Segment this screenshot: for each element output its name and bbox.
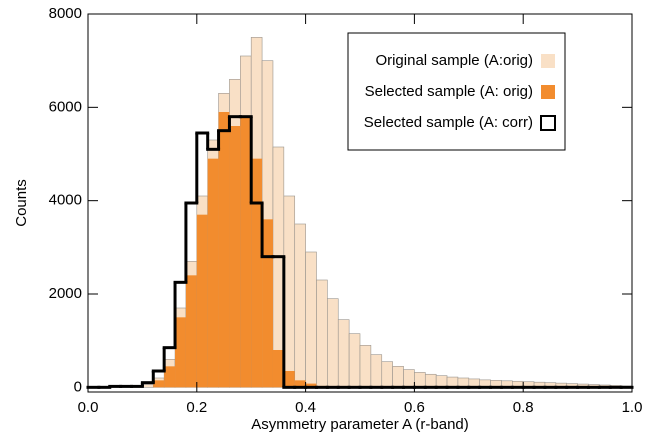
x-tick-label: 0.2 [186, 399, 207, 416]
histogram-bar [337, 319, 350, 388]
histogram-bar [185, 275, 197, 388]
x-tick-label: 0.0 [78, 399, 99, 416]
histogram-bar [175, 317, 186, 388]
histogram-bar [272, 350, 284, 388]
histogram-bar [142, 384, 154, 388]
histogram-bar [446, 376, 459, 388]
histogram-bar [164, 366, 176, 388]
y-tick-label: 2000 [49, 285, 82, 302]
legend-label: Selected sample (A: corr) [364, 114, 533, 131]
histogram-bar [435, 375, 448, 388]
histogram-bar [207, 158, 219, 388]
histogram-bar [229, 126, 241, 388]
histogram-bar [283, 371, 295, 388]
histogram-bar [251, 158, 263, 388]
legend-swatch [541, 85, 555, 99]
histogram-bar [414, 372, 426, 388]
y-tick-label: 0 [74, 378, 82, 395]
x-tick-label: 0.4 [295, 399, 316, 416]
legend-box [347, 32, 566, 151]
x-tick-label: 0.6 [404, 399, 425, 416]
histogram-bar [403, 369, 415, 388]
histogram-bar [262, 219, 273, 388]
plot-frame [87, 13, 633, 393]
x-axis-label: Asymmetry parameter A (r-band) [251, 416, 469, 433]
y-tick-label: 8000 [49, 5, 82, 22]
histogram-bar [153, 380, 165, 388]
y-axis-label: Counts [13, 179, 30, 227]
histogram-bar [348, 333, 361, 388]
x-tick-label: 1.0 [622, 399, 643, 416]
histogram-bar [283, 195, 296, 388]
histogram-bar [218, 112, 230, 388]
histogram-series [86, 115, 634, 389]
histogram-bar [240, 116, 252, 388]
histogram-bar [294, 380, 306, 388]
histogram-series [153, 112, 328, 388]
histogram-bar [327, 298, 339, 388]
legend-swatch [540, 115, 556, 131]
histogram-bar [196, 214, 208, 388]
legend-label: Original sample (A:orig) [375, 52, 533, 69]
legend-label: Selected sample (A: orig) [365, 83, 533, 100]
legend-swatch [541, 54, 555, 68]
y-tick-label: 6000 [49, 98, 82, 115]
histogram-bar [424, 373, 437, 388]
histogram-bar [370, 354, 383, 388]
histogram-bar [305, 383, 317, 388]
y-tick-label: 4000 [49, 192, 82, 209]
histogram-bar [381, 361, 393, 388]
histogram-bar [392, 366, 404, 388]
x-tick-label: 0.8 [513, 399, 534, 416]
histogram-bar [294, 223, 306, 388]
histogram-bar [305, 251, 317, 388]
histogram-bar [359, 345, 372, 388]
histogram-bar [316, 279, 328, 388]
